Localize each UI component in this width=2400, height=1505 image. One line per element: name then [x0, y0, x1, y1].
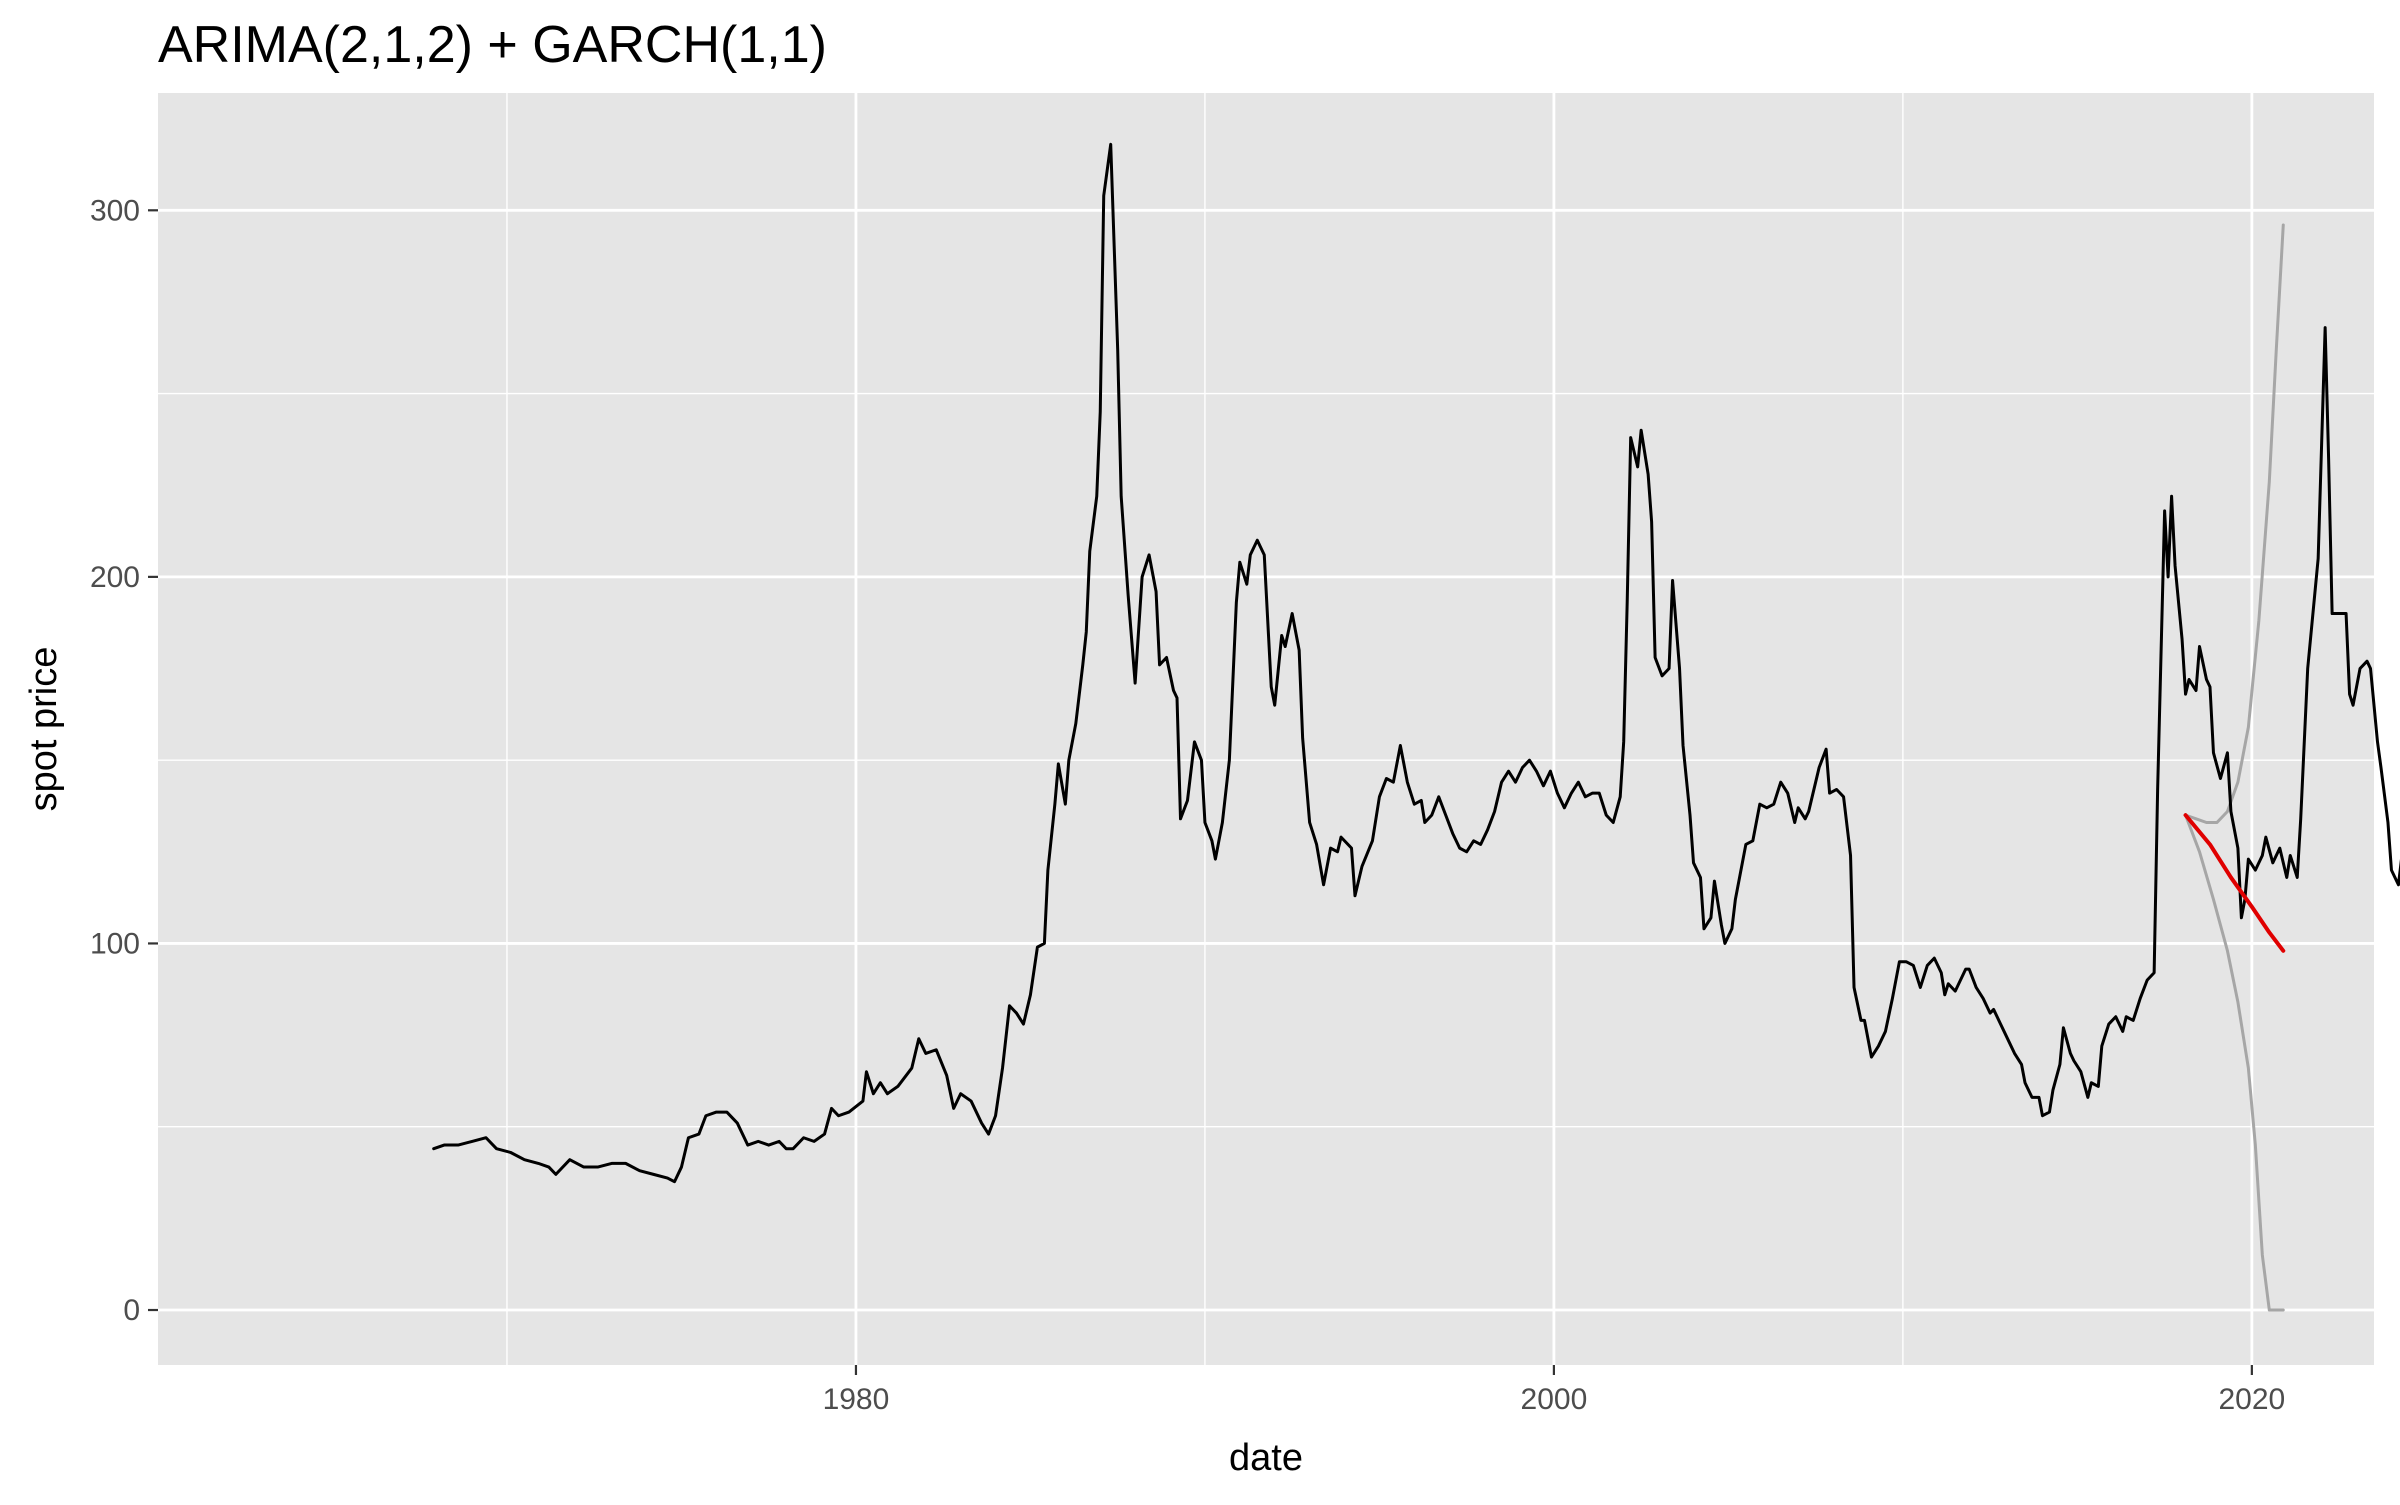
x-tick-label: 1980	[823, 1383, 890, 1416]
chart-title: ARIMA(2,1,2) + GARCH(1,1)	[158, 16, 827, 74]
upper-bound-line	[2184, 223, 2285, 824]
x-tick-label: 2020	[2218, 1383, 2285, 1416]
x-tick-label: 2000	[1521, 1383, 1588, 1416]
x-axis: 1980 2000 2020	[823, 1365, 2285, 1416]
lower-bound-line	[2184, 813, 2285, 1312]
x-axis-title: date	[1229, 1437, 1303, 1479]
y-axis-title: spot price	[23, 647, 65, 812]
y-tick-label: 0	[123, 1294, 140, 1327]
y-tick-label: 300	[90, 194, 140, 227]
series-layer	[432, 142, 2400, 1312]
forecast-line	[2183, 813, 2286, 953]
observed-line	[432, 142, 2400, 1184]
grid-minor-lines	[158, 93, 2374, 1365]
plot-panel	[158, 93, 2374, 1365]
y-tick-label: 100	[90, 927, 140, 960]
y-tick-label: 200	[90, 561, 140, 594]
y-axis: 0 100 200 300	[90, 194, 158, 1327]
grid-major-lines	[158, 93, 2374, 1365]
